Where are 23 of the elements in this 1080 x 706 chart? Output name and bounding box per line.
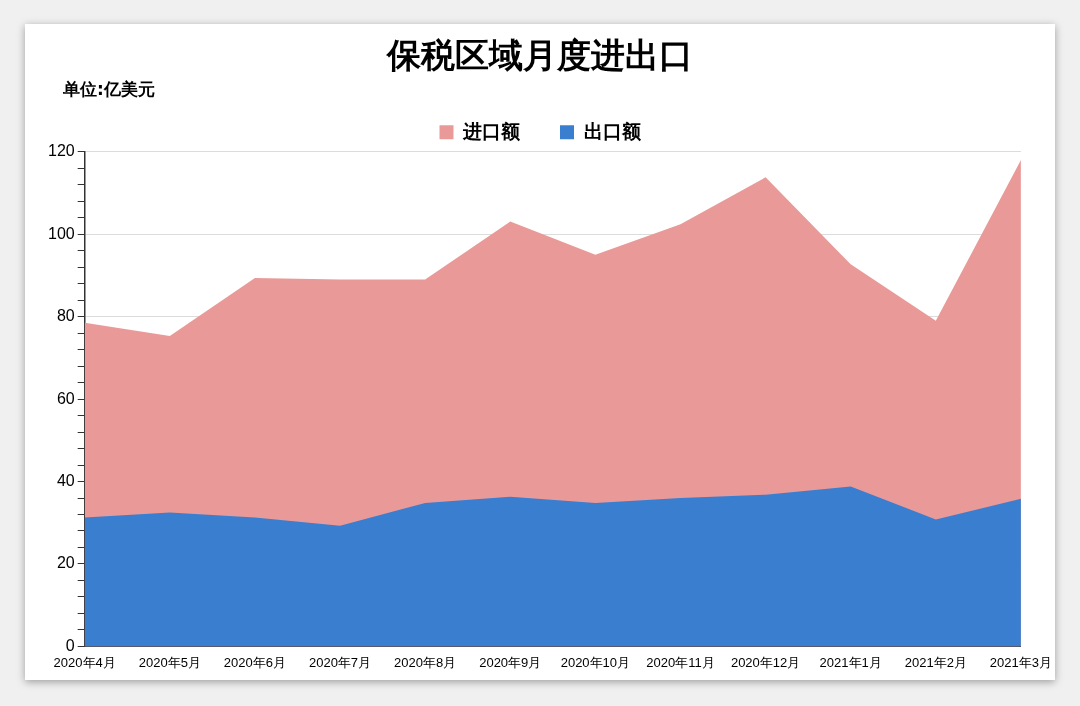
legend-label: 进口额	[462, 120, 521, 142]
y-tick-label: 60	[56, 389, 75, 407]
text: 单位:亿美元	[63, 78, 155, 101]
legend-label: 出口额	[583, 120, 642, 142]
x-tick-label: 2020年8月	[394, 654, 457, 670]
x-tick-label: 2020年12月	[730, 654, 801, 670]
x-tick-label: 2020年4月	[53, 654, 116, 670]
y-tick-label: 20	[56, 554, 75, 572]
x-tick-label: 2020年5月	[138, 654, 201, 670]
x-tick-label: 2021年1月	[819, 654, 882, 670]
x-tick-label: 2020年10月	[560, 654, 631, 670]
x-tick-label: 2021年3月	[989, 654, 1052, 670]
x-tick-label: 2020年6月	[223, 654, 286, 670]
x-tick-label: 2020年11月	[646, 654, 715, 670]
y-tick-label: 120	[47, 142, 75, 160]
x-tick-label: 2020年7月	[308, 654, 372, 670]
y-tick-label: 80	[56, 307, 75, 325]
chart-title: 保税区域月度进出口	[385, 35, 693, 76]
y-tick-label: 100	[47, 224, 75, 242]
y-tick-label: 0	[65, 636, 75, 654]
y-tick-label: 40	[56, 471, 75, 489]
x-tick-label: 2021年2月	[904, 654, 967, 670]
x-tick-label: 2020年9月	[479, 654, 542, 670]
